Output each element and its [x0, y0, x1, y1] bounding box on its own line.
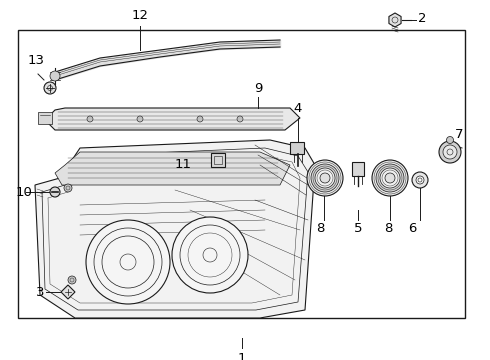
Circle shape	[237, 116, 243, 122]
Text: 6: 6	[408, 222, 416, 235]
Circle shape	[50, 71, 60, 81]
Circle shape	[137, 116, 143, 122]
Text: 1: 1	[238, 352, 246, 360]
Bar	[290, 142, 304, 154]
Circle shape	[439, 141, 461, 163]
Circle shape	[311, 164, 339, 192]
Text: 8: 8	[384, 222, 392, 235]
Text: 9: 9	[254, 82, 262, 95]
Bar	[18, 30, 465, 318]
Text: 12: 12	[131, 9, 148, 22]
Circle shape	[412, 172, 428, 188]
Circle shape	[50, 187, 60, 197]
Circle shape	[380, 168, 400, 188]
Bar	[352, 162, 364, 176]
Text: 3: 3	[35, 285, 44, 298]
Bar	[214, 156, 222, 164]
Circle shape	[44, 82, 56, 94]
Circle shape	[64, 184, 72, 192]
Text: 11: 11	[175, 158, 192, 171]
Circle shape	[372, 160, 408, 196]
Polygon shape	[35, 140, 315, 318]
Circle shape	[307, 160, 343, 196]
Polygon shape	[55, 152, 290, 185]
Circle shape	[315, 168, 335, 188]
Polygon shape	[61, 285, 75, 299]
Circle shape	[68, 276, 76, 284]
Text: 5: 5	[354, 222, 362, 235]
Text: 2: 2	[418, 12, 426, 24]
Circle shape	[87, 116, 93, 122]
Text: 13: 13	[28, 54, 45, 67]
Circle shape	[446, 136, 454, 144]
Circle shape	[320, 173, 330, 183]
Text: 4: 4	[294, 102, 302, 115]
Circle shape	[172, 217, 248, 293]
Text: 7: 7	[455, 129, 464, 141]
Polygon shape	[389, 13, 401, 27]
Text: 10: 10	[16, 185, 33, 198]
Circle shape	[385, 173, 395, 183]
Circle shape	[197, 116, 203, 122]
Polygon shape	[45, 108, 300, 130]
Bar	[38, 112, 52, 124]
Text: 8: 8	[316, 222, 324, 235]
Circle shape	[376, 164, 404, 192]
Bar	[211, 153, 225, 167]
Circle shape	[416, 176, 424, 184]
Circle shape	[443, 145, 457, 159]
Circle shape	[86, 220, 170, 304]
